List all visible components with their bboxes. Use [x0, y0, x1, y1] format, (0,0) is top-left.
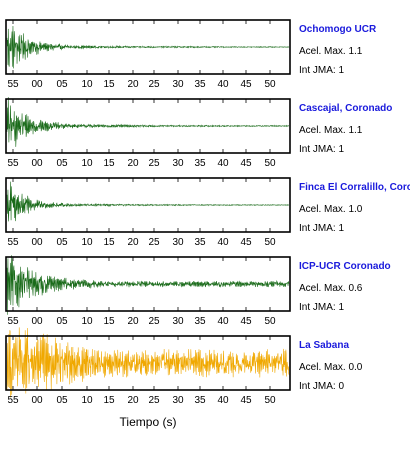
- panel-3-tick-label-4: 15: [103, 316, 115, 327]
- panel-2-tick-label-9: 40: [217, 237, 229, 248]
- panel-4-station-name: La Sabana: [299, 340, 349, 351]
- panel-0-tick-label-6: 25: [148, 79, 160, 90]
- panel-4-tick-label-7: 30: [172, 395, 184, 406]
- panel-1-tick-label-11: 50: [264, 158, 276, 169]
- panel-0-tick-label-2: 05: [56, 79, 68, 90]
- panel-2-tick-label-8: 35: [194, 237, 206, 248]
- panel-4-tick-label-4: 15: [103, 395, 115, 406]
- panel-2-tick-label-4: 15: [103, 237, 115, 248]
- panel-0-tick-label-5: 20: [127, 79, 139, 90]
- panel-3-tick-label-8: 35: [194, 316, 206, 327]
- panel-4-tick-label-2: 05: [56, 395, 68, 406]
- panel-3-tick-label-11: 50: [264, 316, 276, 327]
- panel-0-int-jma: Int JMA: 1: [299, 65, 344, 76]
- panel-3-int-jma: Int JMA: 1: [299, 302, 344, 313]
- panel-4-tick-label-10: 45: [240, 395, 252, 406]
- panel-3-station-name: ICP-UCR Coronado: [299, 261, 391, 272]
- panel-3-tick-label-7: 30: [172, 316, 184, 327]
- panel-4-waveform: [6, 327, 290, 398]
- panel-0-tick-label-1: 00: [31, 79, 43, 90]
- panel-2-frame: [5, 177, 291, 233]
- panel-0-tick-label-10: 45: [240, 79, 252, 90]
- panel-4-frame: [5, 335, 291, 391]
- panel-2-acel-max: Acel. Max. 1.0: [299, 204, 363, 215]
- panel-0-tick-label-9: 40: [217, 79, 229, 90]
- panel-2-int-jma: Int JMA: 1: [299, 223, 344, 234]
- panel-2-tick-label-10: 45: [240, 237, 252, 248]
- panel-1-tick-label-7: 30: [172, 158, 184, 169]
- panel-2-station-name: Finca El Corralillo, Coronado: [299, 182, 410, 193]
- panels-group: 55 00 05 10 15 20 25 30 35 40 45 50 Ochomogo UCR Acel…: [5, 19, 410, 406]
- panel-1-tick-label-9: 40: [217, 158, 229, 169]
- panel-3-tick-label-5: 20: [127, 316, 139, 327]
- panel-1-acel-max: Acel. Max. 1.1: [299, 125, 363, 136]
- panel-2-tick-label-3: 10: [81, 237, 93, 248]
- panel-1-station-name: Cascajal, Coronado: [299, 103, 392, 114]
- panel-4-tick-label-8: 35: [194, 395, 206, 406]
- panel-2-tick-label-1: 00: [31, 237, 43, 248]
- panel-1-tick-label-6: 25: [148, 158, 160, 169]
- panel-2-tick-label-0: 55: [7, 237, 19, 248]
- panel-0-frame: [5, 19, 291, 75]
- panel-2-tick-label-6: 25: [148, 237, 160, 248]
- panel-1-tick-label-1: 00: [31, 158, 43, 169]
- x-axis-label: Tiempo (s): [120, 415, 177, 429]
- panel-1-tick-label-0: 55: [7, 158, 19, 169]
- panel-4-tick-label-0: 55: [7, 395, 19, 406]
- panel-0-tick-label-0: 55: [7, 79, 19, 90]
- panel-4-tick-label-3: 10: [81, 395, 93, 406]
- panel-3-tick-label-0: 55: [7, 316, 19, 327]
- panel-0-tick-label-11: 50: [264, 79, 276, 90]
- panel-1-waveform: [6, 97, 290, 147]
- panel-2-tick-label-7: 30: [172, 237, 184, 248]
- panel-4-tick-label-9: 40: [217, 395, 229, 406]
- panel-3-tick-label-3: 10: [81, 316, 93, 327]
- panel-4-tick-label-5: 20: [127, 395, 139, 406]
- panel-2-tick-label-11: 50: [264, 237, 276, 248]
- panel-2-tick-label-2: 05: [56, 237, 68, 248]
- panel-1-tick-label-8: 35: [194, 158, 206, 169]
- panel-1-int-jma: Int JMA: 1: [299, 144, 344, 155]
- panel-3-tick-label-1: 00: [31, 316, 43, 327]
- panel-2-waveform: [6, 181, 290, 222]
- panel-0-tick-label-7: 30: [172, 79, 184, 90]
- panel-4-tick-label-6: 25: [148, 395, 160, 406]
- panel-3-acel-max: Acel. Max. 0.6: [299, 283, 363, 294]
- panel-3-tick-label-9: 40: [217, 316, 229, 327]
- panel-3-tick-label-10: 45: [240, 316, 252, 327]
- panel-1-tick-label-4: 15: [103, 158, 115, 169]
- panel-1-tick-label-3: 10: [81, 158, 93, 169]
- panel-1-tick-label-2: 05: [56, 158, 68, 169]
- panel-3-tick-label-6: 25: [148, 316, 160, 327]
- panel-0-waveform: [6, 26, 290, 69]
- panel-4-tick-label-1: 00: [31, 395, 43, 406]
- panel-1-frame: [5, 98, 291, 154]
- panel-0-tick-label-3: 10: [81, 79, 93, 90]
- panel-0-acel-max: Acel. Max. 1.1: [299, 46, 363, 57]
- panel-4-int-jma: Int JMA: 0: [299, 381, 344, 392]
- panel-3-frame: [5, 256, 291, 312]
- panel-1-tick-label-5: 20: [127, 158, 139, 169]
- panel-3-tick-label-2: 05: [56, 316, 68, 327]
- panel-2-tick-label-5: 20: [127, 237, 139, 248]
- panel-3-waveform: [6, 255, 290, 315]
- panel-4-acel-max: Acel. Max. 0.0: [299, 362, 363, 373]
- panel-4-tick-label-11: 50: [264, 395, 276, 406]
- panel-0-station-name: Ochomogo UCR: [299, 24, 377, 35]
- panel-0-tick-label-8: 35: [194, 79, 206, 90]
- panel-1-tick-label-10: 45: [240, 158, 252, 169]
- panel-0-tick-label-4: 15: [103, 79, 115, 90]
